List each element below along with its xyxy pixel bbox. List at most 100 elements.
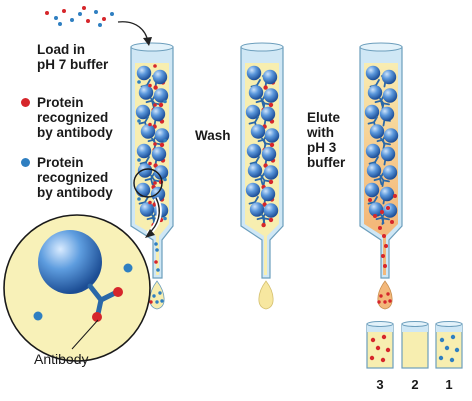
resin-bead xyxy=(263,88,279,103)
legend-blue-line2: recognized xyxy=(37,170,109,185)
bound-red-protein xyxy=(159,142,165,148)
resin-bead xyxy=(365,143,381,159)
flowthrough-protein xyxy=(155,248,159,252)
drop-load xyxy=(149,280,165,310)
incoming-protein xyxy=(58,22,62,26)
legend-blue-line1: Protein xyxy=(37,155,84,170)
free-blue-protein xyxy=(163,216,167,221)
load-arrow xyxy=(117,21,149,43)
resin-bead xyxy=(247,163,263,178)
incoming-protein xyxy=(102,17,106,21)
resin-bead xyxy=(382,203,398,218)
column-wash-beads xyxy=(245,65,280,228)
resin-bead xyxy=(151,146,167,162)
legend-red-label: Protein recognized by antibody xyxy=(37,95,113,140)
free-red-protein xyxy=(153,142,157,146)
tube3-protein xyxy=(385,347,391,353)
resin-bead xyxy=(263,165,279,180)
resin-bead xyxy=(153,88,169,103)
eluted-red-protein xyxy=(380,210,384,214)
bound-red-protein xyxy=(268,179,274,185)
resin-bead xyxy=(245,182,261,198)
resin-bead xyxy=(152,69,168,85)
antibody-pointer-line xyxy=(71,319,99,350)
resin-bead xyxy=(260,106,276,122)
drop-protein xyxy=(379,294,383,298)
tube1-protein xyxy=(438,355,444,361)
resin-bead xyxy=(382,88,398,103)
bound-red-protein xyxy=(153,85,158,90)
resin-bead xyxy=(369,124,385,139)
drop-protein xyxy=(155,300,159,304)
resin-bead xyxy=(245,104,261,120)
resin-bead xyxy=(383,128,399,143)
tube-number-3: 3 xyxy=(376,377,384,392)
legend-blue-line3: by antibody xyxy=(37,185,113,200)
resin-bead xyxy=(364,182,380,198)
resin-bead xyxy=(364,104,380,120)
free-red-protein xyxy=(153,64,157,68)
resin-bead xyxy=(366,163,382,178)
load-label-line1: Load in xyxy=(37,42,85,57)
free-blue-protein xyxy=(163,99,167,104)
resin-bead xyxy=(261,146,277,162)
legend-red-line2: recognized xyxy=(37,110,109,125)
free-proteins xyxy=(154,194,397,272)
resin-bead xyxy=(153,165,169,180)
free-red-protein xyxy=(148,122,152,127)
free-red-protein xyxy=(148,161,152,166)
incoming-proteins xyxy=(45,6,114,27)
resin-bead xyxy=(150,106,166,122)
resin-bead xyxy=(382,165,398,180)
resin-bead xyxy=(150,186,166,202)
drop-protein xyxy=(152,294,156,298)
resin-bead xyxy=(248,85,264,100)
elute-label: Elute with pH 3 buffer xyxy=(307,110,345,170)
eluted-red-protein xyxy=(383,264,387,268)
tube3-protein xyxy=(380,357,386,363)
antibody xyxy=(380,137,391,150)
tube3-protein xyxy=(370,337,376,343)
resin-bead xyxy=(264,128,280,143)
free-blue-protein xyxy=(137,158,141,162)
magnified-blue-protein xyxy=(123,263,133,273)
tube1-protein xyxy=(450,334,456,340)
drop-protein xyxy=(386,292,390,296)
bound-red-protein xyxy=(158,102,164,108)
resin-bead xyxy=(135,104,151,120)
magnify-target-circle xyxy=(133,168,163,198)
load-label: Load in pH 7 buffer xyxy=(37,42,108,72)
legend-blue-dot xyxy=(21,158,30,167)
drop-wash xyxy=(258,280,274,310)
incoming-protein xyxy=(45,11,49,15)
antibody xyxy=(379,212,390,225)
eluted-red-protein xyxy=(368,198,372,202)
resin-bead xyxy=(135,182,151,198)
free-red-protein xyxy=(153,103,157,107)
flowthrough-protein xyxy=(156,268,160,272)
free-red-protein xyxy=(148,83,152,88)
bound-red-protein xyxy=(269,142,275,148)
free-blue-protein xyxy=(137,119,141,123)
eluted-red-protein xyxy=(381,254,385,258)
resin-bead xyxy=(263,203,279,218)
resin-bead xyxy=(138,85,154,100)
magnified-blue-protein-2 xyxy=(33,311,43,321)
magnify-arrow-head xyxy=(145,229,155,238)
drop-protein xyxy=(160,299,164,303)
eluted-red-protein xyxy=(390,220,394,224)
column-elute-beads xyxy=(364,65,399,225)
drop-protein xyxy=(377,300,381,304)
drop-proteins xyxy=(149,291,392,304)
magnified-view xyxy=(3,214,151,362)
antibody xyxy=(379,174,390,187)
antibody xyxy=(379,97,390,110)
tube3-protein xyxy=(381,334,387,340)
resin-bead xyxy=(379,106,395,122)
resin-bead xyxy=(136,143,152,159)
resin-bead xyxy=(381,69,397,85)
load-label-line2: pH 7 buffer xyxy=(37,57,109,72)
incoming-protein xyxy=(54,16,58,20)
tube3-protein xyxy=(369,355,375,361)
